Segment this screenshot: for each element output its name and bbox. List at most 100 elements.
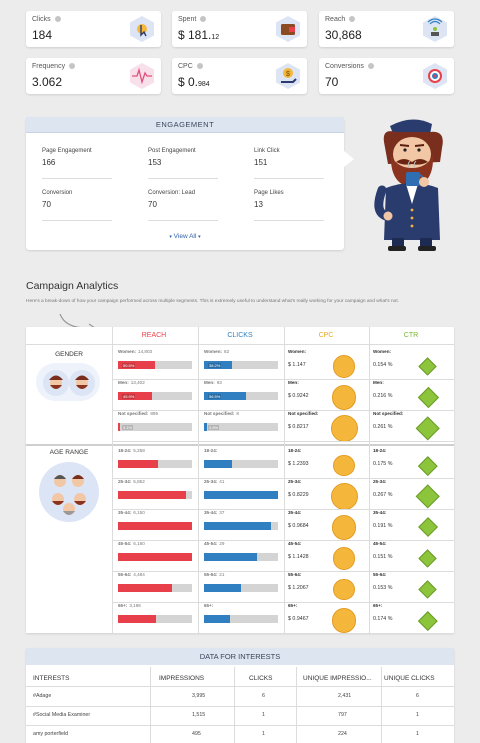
row-rule	[112, 602, 454, 603]
info-icon[interactable]	[54, 16, 61, 23]
row-rule	[112, 441, 454, 442]
info-icon[interactable]	[349, 16, 356, 23]
row-rule	[112, 571, 454, 572]
col-cpc-header: CPC	[318, 332, 334, 339]
engagement-metric-label: Page Likes	[254, 190, 284, 196]
cpc-value: $ 1.147	[288, 362, 306, 368]
cursor-click-icon	[129, 15, 155, 43]
cpc-row-label: 25-34:	[288, 479, 302, 484]
interest-metric: 1	[262, 731, 265, 737]
row-rule	[112, 478, 454, 479]
header-rule	[26, 344, 454, 345]
reach-row-label: 55-64: 4,484	[118, 572, 145, 577]
engagement-metric-value: 70	[42, 200, 51, 209]
analytics-description: Here's a break-down of how your campaign…	[26, 299, 399, 304]
kpi-label: CPC	[178, 63, 203, 70]
interests-col-header[interactable]: CLICKS	[249, 675, 273, 682]
kpi-card-clicks: Clicks 184	[26, 11, 161, 47]
ctr-value: 0.267 %	[373, 492, 393, 498]
broadcast-icon	[422, 15, 448, 43]
col-divider	[112, 327, 113, 633]
reach-bar	[118, 460, 192, 468]
reach-percent: 50.5%	[122, 362, 136, 368]
ctr-diamond	[418, 549, 438, 568]
engagement-metric-value: 70	[148, 200, 157, 209]
reach-bar-fill	[118, 491, 187, 499]
engagement-metric-value: 166	[42, 158, 56, 167]
clicks-bar-fill	[204, 615, 230, 623]
cpc-row-label: 65+:	[288, 603, 298, 608]
clicks-bar	[204, 522, 278, 530]
view-all-link[interactable]: ▾ View All ▾	[169, 233, 201, 240]
reach-row-label: 18-24: 5,258	[118, 448, 145, 453]
interest-metric: 1	[262, 712, 265, 718]
metric-underline	[148, 178, 218, 179]
kpi-card-reach: Reach 30,868	[319, 11, 454, 47]
engagement-metric-label: Conversion	[42, 190, 73, 196]
reach-row-label: 45-54: 6,160	[118, 541, 145, 546]
cpc-value: $ 1.2393	[288, 461, 309, 467]
interests-table: DATA FOR INTERESTS INTERESTS IMPRESSIONS C…	[26, 648, 454, 743]
metric-underline	[42, 178, 112, 179]
section-rule	[26, 444, 454, 446]
row-rule	[112, 540, 454, 541]
reach-bar	[118, 615, 192, 623]
info-icon[interactable]	[200, 16, 207, 23]
cpc-bubble	[330, 415, 358, 442]
gender-people-icon	[43, 370, 95, 396]
reach-bar-fill	[118, 584, 173, 592]
interests-col-header[interactable]: IMPRESSIONS	[159, 675, 205, 682]
engagement-metric-value: 151	[254, 158, 268, 167]
ctr-diamond	[418, 580, 438, 599]
reach-bar	[118, 584, 192, 592]
ctr-row-label: 65+:	[373, 603, 383, 608]
interests-title: DATA FOR INTERESTS	[26, 648, 454, 665]
clicks-bar-fill	[204, 522, 271, 530]
row-rule	[112, 410, 454, 411]
analytics-table: REACH CLICKS CPC CTR GENDER AGE RANGE Wo…	[26, 327, 454, 634]
ctr-row-label: Women:	[373, 349, 392, 354]
interests-col-header[interactable]: UNIQUE IMPRESSIO...	[303, 675, 372, 682]
info-icon[interactable]	[196, 63, 203, 70]
reach-bar-fill	[118, 553, 192, 561]
ctr-row-label: 18-24:	[373, 448, 387, 453]
cpc-value: $ 0.8229	[288, 492, 309, 498]
metric-underline	[254, 178, 324, 179]
table-row-rule	[26, 725, 454, 726]
col-divider	[296, 667, 297, 743]
kpi-card-cpc: CPC $ 0.984 $	[172, 58, 307, 94]
clicks-bar-fill	[204, 392, 246, 400]
reach-bar: 3.1%	[118, 423, 192, 431]
engagement-metric-label: Link Click	[254, 148, 280, 154]
metric-underline	[254, 220, 324, 221]
cpc-row-label: Men:	[288, 380, 299, 385]
reach-bar-fill	[118, 460, 158, 468]
clicks-bar-fill	[204, 553, 258, 561]
col-clicks-header: CLICKS	[227, 332, 253, 339]
kpi-value: $ 0.984	[178, 75, 210, 89]
cpc-value: $ 1.1428	[288, 554, 309, 560]
interests-col-header[interactable]: INTERESTS	[33, 675, 70, 682]
ctr-value: 0.153 %	[373, 585, 393, 591]
kpi-value: 3.062	[32, 75, 63, 89]
reach-bar: 50.5%	[118, 361, 192, 369]
info-icon[interactable]	[69, 63, 76, 70]
clicks-bar	[204, 615, 278, 623]
interests-col-header[interactable]: UNIQUE CLICKS	[384, 675, 435, 682]
cpc-bubble	[330, 483, 358, 510]
engagement-metric-label: Page Engagement	[42, 148, 92, 154]
interest-metric: 6	[262, 693, 265, 699]
cpc-row-label: Not specified:	[288, 411, 319, 416]
reach-bar	[118, 491, 192, 499]
ctr-value: 0.216 %	[373, 393, 393, 399]
info-icon[interactable]	[367, 63, 374, 70]
coin-hand-icon: $	[275, 62, 301, 90]
clicks-percent: 56.5%	[208, 393, 222, 399]
ctr-diamond	[415, 484, 441, 509]
clicks-bar-fill	[204, 584, 241, 592]
cpc-bubble	[333, 454, 355, 477]
cpc-row-label: Women:	[288, 349, 307, 354]
kpi-value: $ 181.12	[178, 28, 220, 42]
ctr-row-label: 55-64:	[373, 572, 387, 577]
ctr-value: 0.154 %	[373, 362, 393, 368]
